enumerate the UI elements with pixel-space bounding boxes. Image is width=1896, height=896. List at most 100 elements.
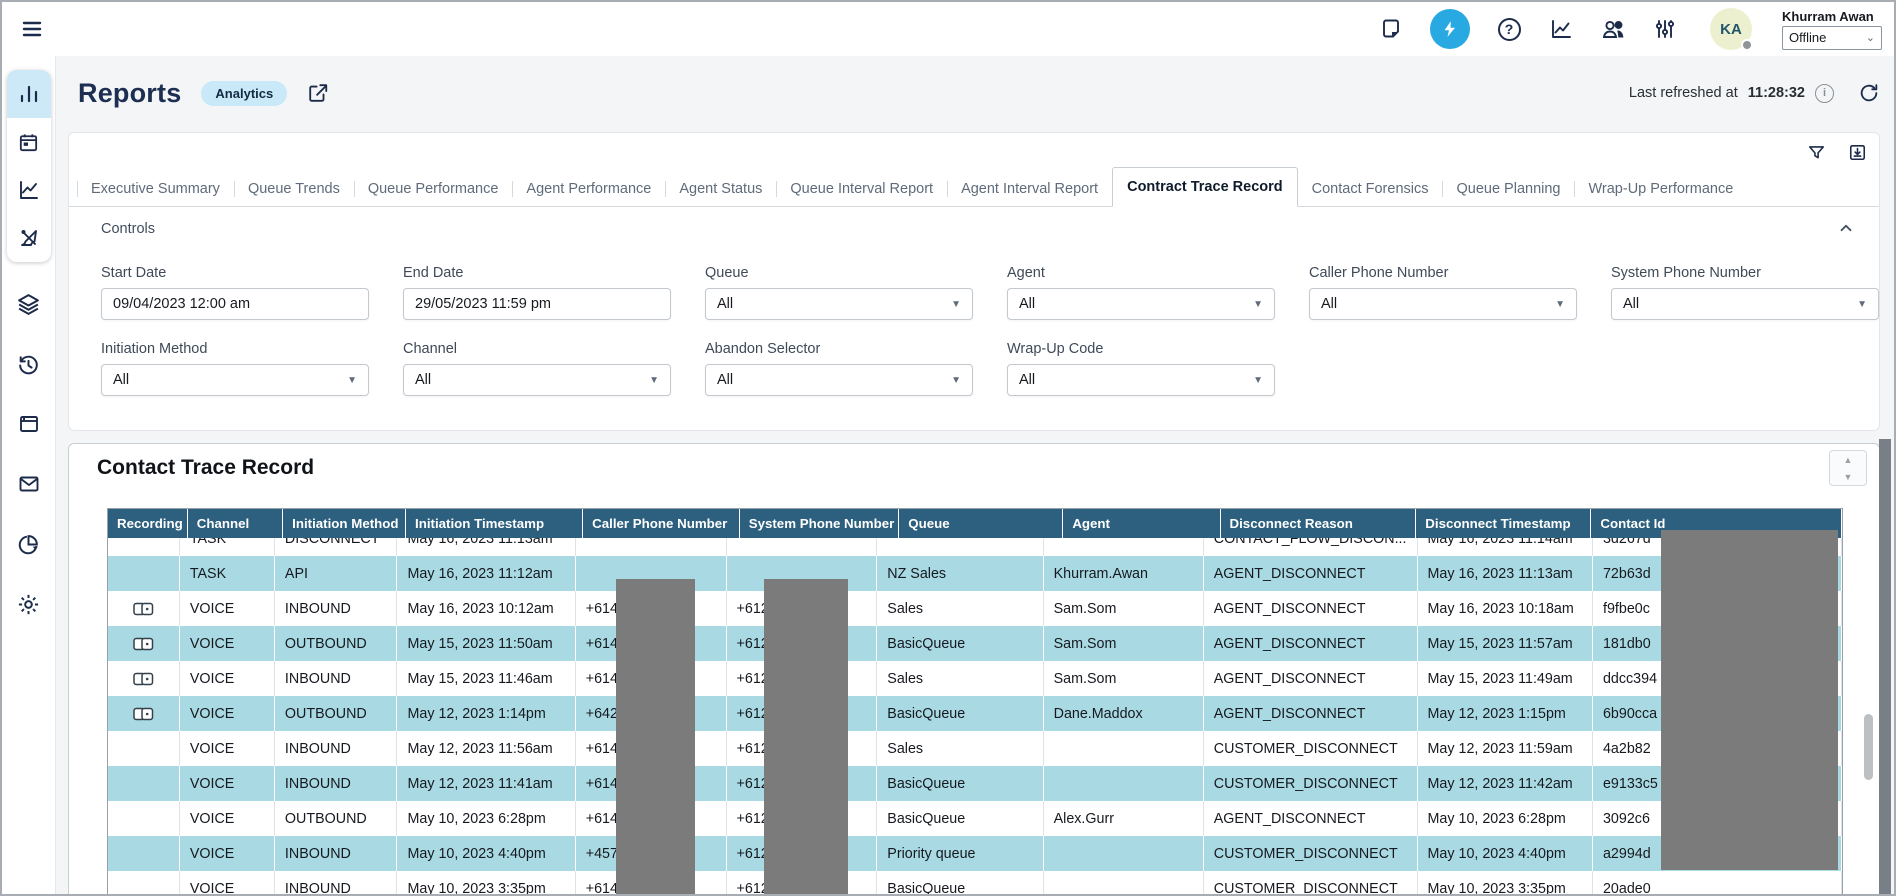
col-header-channel[interactable]: Channel (187, 509, 282, 538)
hamburger-menu-icon[interactable] (18, 15, 46, 43)
cell-recording (108, 661, 179, 696)
spinner-down-icon[interactable]: ▼ (1830, 468, 1866, 485)
cell-initiation-method: OUTBOUND (274, 626, 397, 661)
col-header-system-phone-number[interactable]: System Phone Number (739, 509, 899, 538)
tab-queue-interval-report[interactable]: Queue Interval Report (776, 172, 947, 206)
controls-title: Controls (101, 221, 155, 237)
tab-contact-forensics[interactable]: Contact Forensics (1298, 172, 1443, 206)
field-wrap-up-code: Wrap-Up Code All▼ (1007, 341, 1275, 396)
help-icon[interactable]: ? (1496, 16, 1522, 42)
status-select[interactable]: Offline ⌄ (1782, 26, 1882, 50)
wrap-up-code-select[interactable]: All▼ (1007, 364, 1275, 396)
tab-agent-performance[interactable]: Agent Performance (512, 172, 665, 206)
cell-initiation-method: INBOUND (274, 836, 397, 871)
sidebar-item-layers[interactable] (2, 280, 55, 328)
sidebar-item-settings[interactable] (2, 580, 55, 628)
field-label: Wrap-Up Code (1007, 341, 1275, 357)
col-header-initiation-timestamp[interactable]: Initiation Timestamp (406, 509, 583, 538)
table-wrap: RecordingChannelInitiation MethodInitiat… (107, 508, 1843, 894)
select-value: All (1623, 296, 1639, 312)
table-row[interactable]: VOICEINBOUNDMay 15, 2023 11:46am+614+612… (108, 661, 1842, 696)
recording-icon[interactable] (133, 672, 154, 686)
col-header-initiation-method[interactable]: Initiation Method (283, 509, 406, 538)
cell-disconnect-reason: AGENT_DISCONNECT (1203, 696, 1417, 731)
recording-icon[interactable] (133, 602, 154, 616)
col-header-agent[interactable]: Agent (1063, 509, 1220, 538)
sliders-icon[interactable] (1652, 16, 1678, 42)
cell-disconnect-timestamp: May 16, 2023 11:13am (1417, 556, 1592, 591)
tab-executive-summary[interactable]: Executive Summary (77, 172, 234, 206)
channel-select[interactable]: All▼ (403, 364, 671, 396)
table-row[interactable]: VOICEINBOUNDMay 10, 2023 3:35pm+614+612B… (108, 871, 1842, 894)
table-row[interactable]: VOICEINBOUNDMay 12, 2023 11:56am+614+612… (108, 731, 1842, 766)
tab-queue-trends[interactable]: Queue Trends (234, 172, 354, 206)
table-row[interactable]: VOICEINBOUNDMay 16, 2023 10:12am+614+612… (108, 591, 1842, 626)
abandon-selector-select[interactable]: All▼ (705, 364, 973, 396)
col-header-caller-phone-number[interactable]: Caller Phone Number (583, 509, 740, 538)
tab-queue-planning[interactable]: Queue Planning (1442, 172, 1574, 206)
cell-initiation-method: API (274, 556, 397, 591)
table-row[interactable]: VOICEOUTBOUNDMay 12, 2023 1:14pm+642+612… (108, 696, 1842, 731)
field-label: Agent (1007, 265, 1275, 281)
lightning-icon[interactable] (1430, 9, 1470, 49)
avatar[interactable]: KA (1710, 8, 1752, 50)
contact-id-prefix: 181db0 (1603, 636, 1651, 652)
col-header-recording[interactable]: Recording (108, 509, 187, 538)
table-row[interactable]: VOICEINBOUNDMay 12, 2023 11:41am+614+612… (108, 766, 1842, 801)
system-phone-number-select[interactable]: All▼ (1611, 288, 1879, 320)
col-header-disconnect-reason[interactable]: Disconnect Reason (1220, 509, 1416, 538)
tab-contract-trace-record[interactable]: Contract Trace Record (1112, 167, 1298, 207)
page-scrollbar-thumb[interactable] (1879, 439, 1891, 894)
sidebar-nav-group (7, 70, 51, 262)
agent-select[interactable]: All▼ (1007, 288, 1275, 320)
sidebar-item-trends[interactable] (7, 166, 51, 214)
sidebar-item-browser[interactable] (2, 400, 55, 448)
end-date-input[interactable] (403, 288, 671, 320)
table-row[interactable]: VOICEOUTBOUNDMay 10, 2023 6:28pm+614+612… (108, 801, 1842, 836)
table-row[interactable]: VOICEOUTBOUNDMay 15, 2023 11:50am+614+61… (108, 626, 1842, 661)
last-refreshed-label: Last refreshed at (1629, 85, 1738, 101)
caller-phone-number-select[interactable]: All▼ (1309, 288, 1577, 320)
tab-queue-performance[interactable]: Queue Performance (354, 172, 513, 206)
tab-wrap-up-performance[interactable]: Wrap-Up Performance (1574, 172, 1747, 206)
sidebar-item-mail[interactable] (2, 460, 55, 508)
table-row[interactable]: VOICEINBOUNDMay 10, 2023 4:40pm+457+612P… (108, 836, 1842, 871)
sidebar-item-annotate[interactable] (7, 214, 51, 262)
start-date-input[interactable] (101, 288, 369, 320)
sidebar-item-history[interactable] (2, 340, 55, 388)
table-body-clip: TASKDISCONNECTMay 16, 2023 11:13amCONTAC… (108, 538, 1842, 894)
info-icon[interactable]: i (1815, 84, 1834, 103)
refresh-icon[interactable] (1858, 82, 1880, 104)
sidebar-item-reports[interactable] (7, 70, 51, 118)
tab-agent-status[interactable]: Agent Status (665, 172, 776, 206)
recording-icon[interactable] (133, 707, 154, 721)
table-row[interactable]: TASKAPIMay 16, 2023 11:12amNZ SalesKhurr… (108, 556, 1842, 591)
metrics-chart-icon[interactable] (1548, 16, 1574, 42)
cell-channel: VOICE (179, 591, 274, 626)
cell-queue: NZ Sales (877, 556, 1043, 591)
cell-initiation-timestamp: May 12, 2023 11:41am (397, 766, 575, 801)
tab-agent-interval-report[interactable]: Agent Interval Report (947, 172, 1112, 206)
col-header-queue[interactable]: Queue (899, 509, 1063, 538)
chevron-up-icon[interactable] (1837, 219, 1855, 237)
spinner-up-icon[interactable]: ▲ (1830, 451, 1866, 468)
field-label: Abandon Selector (705, 341, 973, 357)
cell-initiation-timestamp: May 16, 2023 10:12am (397, 591, 575, 626)
external-link-icon[interactable] (307, 82, 329, 104)
notepad-icon[interactable] (1378, 16, 1404, 42)
table-row[interactable]: TASKDISCONNECTMay 16, 2023 11:13amCONTAC… (108, 538, 1842, 556)
queue-select[interactable]: All▼ (705, 288, 973, 320)
table-scrollbar-thumb[interactable] (1864, 714, 1873, 780)
col-header-disconnect-timestamp[interactable]: Disconnect Timestamp (1416, 509, 1591, 538)
sidebar-item-calendar[interactable] (7, 118, 51, 166)
initiation-method-select[interactable]: All▼ (101, 364, 369, 396)
bar-chart-icon (17, 82, 41, 106)
sidebar-item-pie[interactable] (2, 520, 55, 568)
recording-icon[interactable] (133, 637, 154, 651)
cell-initiation-method: INBOUND (274, 766, 397, 801)
cell-recording (108, 696, 179, 731)
download-icon[interactable] (1848, 143, 1867, 162)
users-icon[interactable] (1600, 16, 1626, 42)
filter-icon[interactable] (1807, 143, 1826, 162)
cell-queue: Sales (877, 731, 1043, 766)
